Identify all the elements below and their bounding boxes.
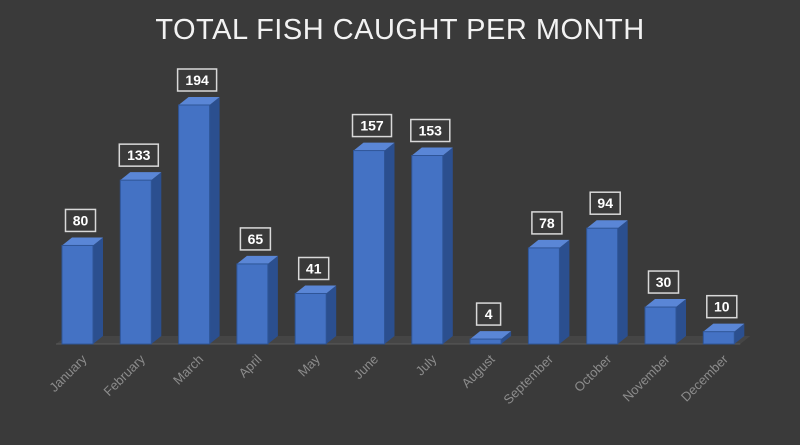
bar-group [586,220,628,345]
x-tick-label: March [170,352,206,388]
x-tick-label: January [46,351,90,395]
bar-group [61,237,103,345]
bar-group [469,331,512,345]
bar-top [353,142,395,151]
bar [353,150,385,345]
data-label-box [239,227,272,251]
bar-top [528,239,570,248]
bar [527,247,560,345]
data-label: 78 [539,215,555,231]
bar-side [734,323,745,344]
data-label-box [351,113,393,138]
bar-top [295,285,337,294]
x-tick-label: April [236,351,265,380]
data-label: 41 [306,260,322,276]
bar-top [120,172,162,181]
data-label: 65 [248,231,264,247]
bar-group [236,255,278,345]
data-label: 133 [127,147,151,163]
bar [294,292,327,345]
bar [411,155,444,345]
data-label-box [531,211,563,235]
x-tick-label: May [295,351,323,379]
x-tick-label: July [412,351,439,378]
bar-side [384,142,395,344]
bar [469,338,502,345]
data-label-box [475,302,502,326]
bar-top [645,299,686,308]
chart-title: TOTAL FISH CAUGHT PER MONTH [155,14,645,46]
bar-top [178,97,220,105]
bar-side [442,147,453,344]
bar [644,306,677,345]
bar-top [586,220,628,229]
bar-group [702,323,745,345]
data-label: 94 [597,195,613,211]
x-tick-label: November [620,351,673,404]
x-tick-label: October [571,351,615,395]
bar-side [93,237,103,344]
x-tick-label: June [351,352,382,383]
bar-side [326,285,337,344]
x-tick-label: September [500,351,556,407]
x-tick-label: February [101,351,149,399]
bar-side [617,220,628,344]
data-label-box [176,68,218,92]
data-label-box [410,118,451,143]
bar [61,244,94,345]
bar-side [267,255,278,344]
bar-side [501,331,512,344]
bar [236,263,269,345]
data-label: 10 [714,299,730,315]
data-label-box [647,270,680,294]
bar [702,331,735,345]
bar-top [703,323,745,332]
data-label-box [706,294,738,319]
bar-top [411,147,453,156]
bar-group [644,299,686,345]
bar-group [527,239,570,345]
data-label: 30 [656,274,672,290]
bar [178,104,211,345]
x-tick-label: December [678,351,731,404]
bar-top [62,237,103,246]
bar-side [209,97,220,344]
bar-side [559,239,570,344]
bar-group [119,172,162,345]
bar-side [676,299,686,344]
data-label-box [589,191,621,215]
bar-group [353,142,395,345]
data-label: 4 [485,306,493,322]
bar-top [236,255,278,264]
bar [586,227,619,345]
bar [119,179,152,345]
bar-side [151,172,162,344]
data-label: 157 [360,118,384,134]
data-label-box [64,208,97,233]
bar-top [470,331,512,340]
floor-plane [56,336,751,344]
data-label: 194 [185,72,209,88]
data-label: 80 [73,212,89,228]
bar-group [178,97,220,345]
data-label: 153 [419,123,443,139]
data-label-box [297,256,330,281]
x-tick-label: August [458,351,497,390]
data-label-box [118,143,160,167]
bar-group [411,147,453,345]
bar-group [294,285,337,345]
